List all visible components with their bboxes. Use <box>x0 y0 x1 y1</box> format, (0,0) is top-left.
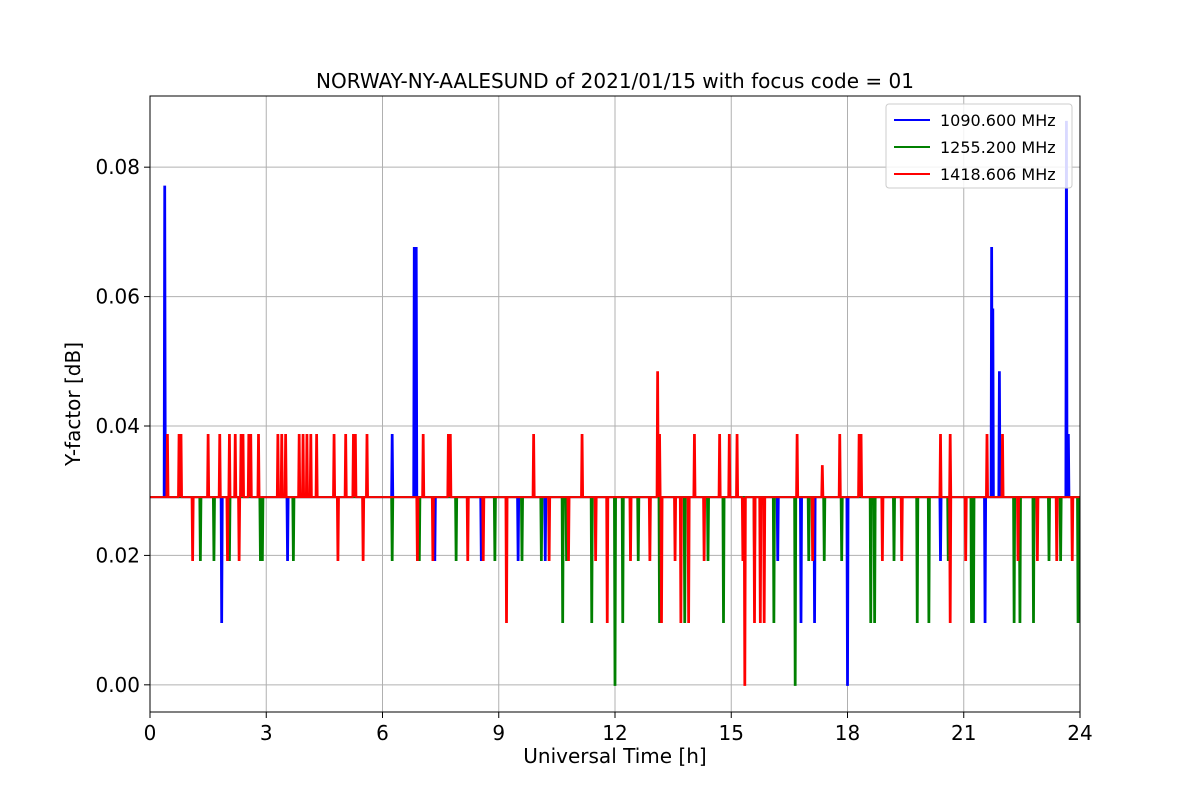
x-tick-label: 24 <box>1067 721 1092 745</box>
y-tick-label: 0.08 <box>95 155 140 179</box>
series-group-3 <box>150 371 1080 686</box>
x-tick-label: 15 <box>719 721 744 745</box>
x-tick-label: 12 <box>602 721 627 745</box>
x-tick-label: 6 <box>376 721 389 745</box>
legend: 1090.600 MHz 1255.200 MHz 1418.606 MHz <box>885 103 1073 189</box>
y-axis-label: Y-factor [dB] <box>61 342 85 467</box>
legend-entry: 1255.200 MHz <box>940 138 1056 157</box>
y-tick-label: 0.00 <box>95 673 140 697</box>
y-tick-label: 0.02 <box>95 543 140 567</box>
series-line-3 <box>150 371 1080 686</box>
x-tick-label: 0 <box>144 721 157 745</box>
x-axis-label: Universal Time [h] <box>523 744 706 768</box>
x-tick-label: 3 <box>260 721 273 745</box>
y-tick-label: 0.06 <box>95 285 140 309</box>
y-tick-label: 0.04 <box>95 414 140 438</box>
x-tick-label: 9 <box>492 721 505 745</box>
legend-box <box>885 103 1073 189</box>
legend-entry: 1418.606 MHz <box>940 165 1056 184</box>
ticks: 0 3 6 9 12 15 18 21 24 0.00 0.02 0.04 0.06 0.08 <box>95 155 1092 745</box>
x-tick-label: 21 <box>951 721 976 745</box>
x-tick-label: 18 <box>835 721 860 745</box>
series-layer <box>150 120 1080 686</box>
chart-title: NORWAY-NY-AALESUND of 2021/01/15 with fo… <box>316 69 914 93</box>
legend-entry: 1090.600 MHz <box>940 111 1056 130</box>
